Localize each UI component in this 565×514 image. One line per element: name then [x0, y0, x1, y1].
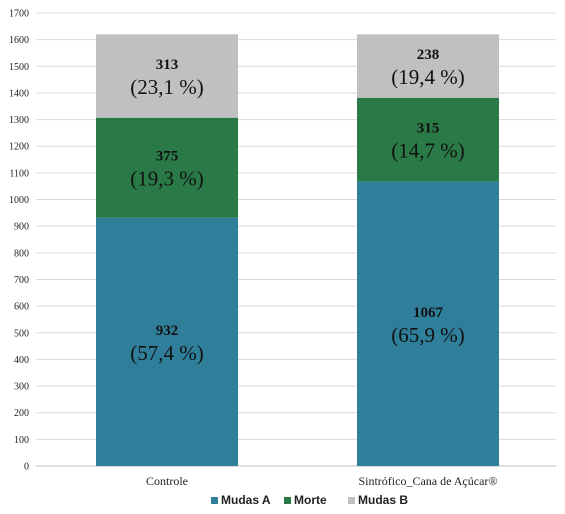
y-tick-label: 600: [14, 302, 29, 313]
legend-swatch: [284, 497, 291, 504]
y-tick-label: 1300: [9, 115, 29, 126]
legend-label: Mudas A: [221, 493, 271, 507]
bar-segment-mudas-a: [357, 181, 499, 466]
bar-segment-mudas-b: [96, 34, 238, 118]
y-tick-label: 400: [14, 355, 29, 366]
y-tick-label: 200: [14, 408, 29, 419]
x-tick-label: Sintrófico_Cana de Açúcar®: [358, 474, 497, 488]
bar-segment-morte: [96, 117, 238, 218]
bar-segment-morte: [357, 97, 499, 182]
y-tick-label: 1500: [9, 62, 29, 73]
bar-segment-mudas-a: [96, 217, 238, 466]
legend-swatch: [211, 497, 218, 504]
x-tick-label: Controle: [146, 474, 188, 488]
data-label-value: 1067: [413, 305, 444, 321]
y-tick-label: 700: [14, 275, 29, 286]
y-tick-label: 800: [14, 248, 29, 259]
data-label-value: 932: [156, 323, 179, 339]
data-label-percent: (14,7 %): [391, 139, 464, 163]
data-label-value: 375: [156, 149, 179, 165]
data-label-percent: (19,3 %): [130, 167, 203, 191]
y-tick-label: 300: [14, 382, 29, 393]
y-tick-label: 100: [14, 435, 29, 446]
data-label-percent: (65,9 %): [391, 323, 464, 347]
y-tick-label: 1000: [9, 195, 29, 206]
y-tick-label: 1400: [9, 88, 29, 99]
y-tick-label: 1700: [9, 9, 29, 20]
data-label-percent: (19,4 %): [391, 65, 464, 89]
data-label-value: 315: [417, 121, 440, 137]
y-tick-label: 1600: [9, 35, 29, 46]
legend-label: Morte: [294, 493, 327, 507]
data-label-percent: (57,4 %): [130, 341, 203, 365]
legend-label: Mudas B: [358, 493, 408, 507]
y-tick-label: 1200: [9, 142, 29, 153]
data-label-value: 313: [156, 57, 179, 73]
bar-segment-mudas-b: [357, 34, 499, 98]
legend-swatch: [348, 497, 355, 504]
data-label-percent: (23,1 %): [130, 75, 203, 99]
y-tick-label: 1100: [9, 168, 29, 179]
y-tick-label: 500: [14, 328, 29, 339]
y-tick-label: 900: [14, 222, 29, 233]
y-tick-label: 0: [24, 462, 29, 473]
data-label-value: 238: [417, 47, 440, 63]
